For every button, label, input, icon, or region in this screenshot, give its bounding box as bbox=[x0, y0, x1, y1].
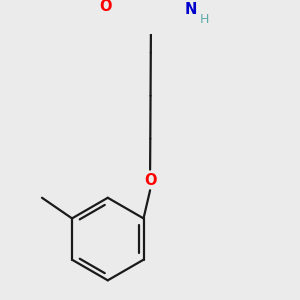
Text: O: O bbox=[144, 173, 156, 188]
Text: O: O bbox=[100, 0, 112, 14]
Text: H: H bbox=[200, 13, 209, 26]
Text: N: N bbox=[184, 2, 196, 17]
